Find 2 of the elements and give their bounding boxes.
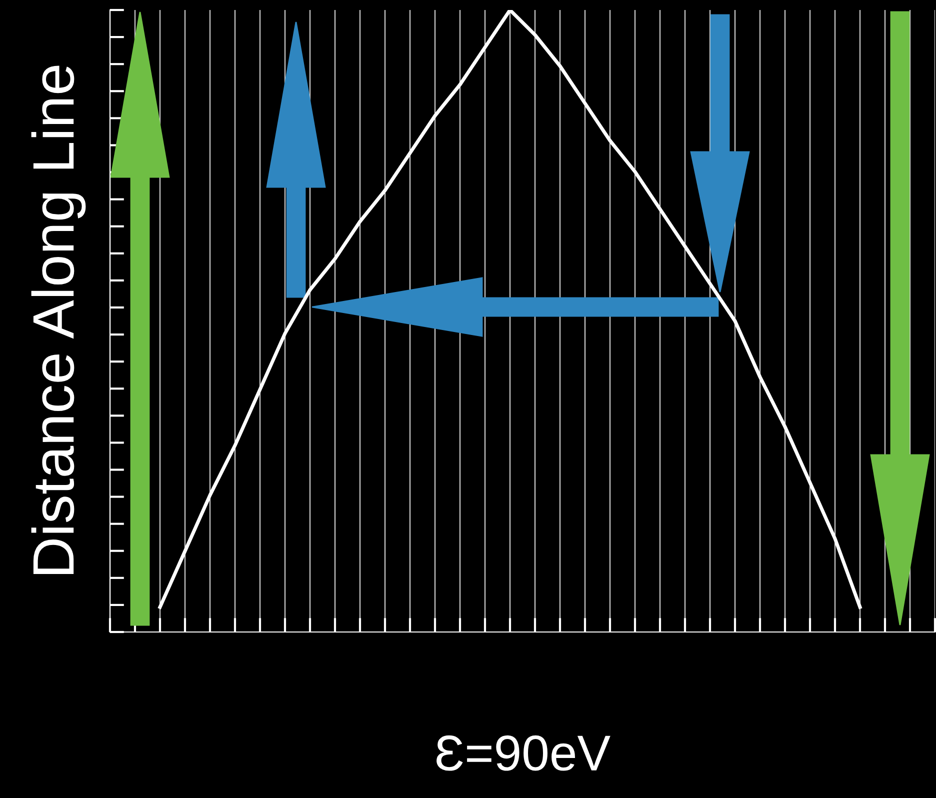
x-axis-title: Ɛ=90eV bbox=[436, 735, 610, 771]
y-axis-title: Distance Along Line bbox=[31, 66, 86, 574]
